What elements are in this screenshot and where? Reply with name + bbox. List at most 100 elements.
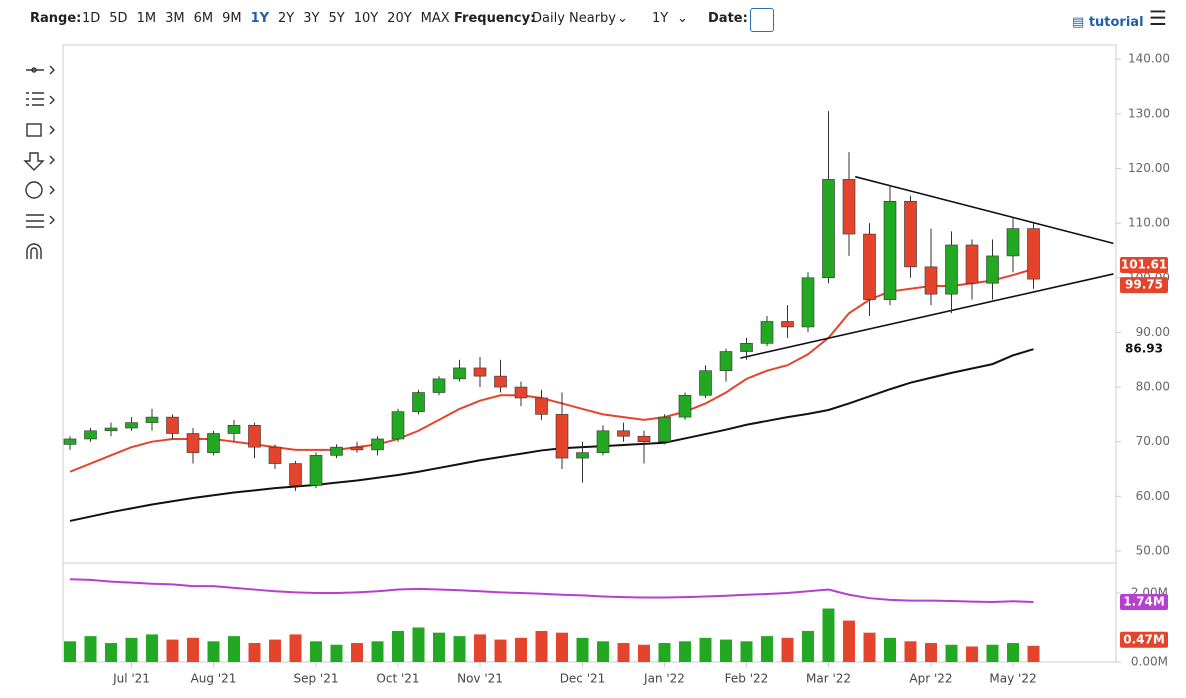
y-tick-label: 140.00 [1128,52,1170,66]
x-tick-label: May '22 [989,672,1036,686]
x-tick-label: Jul '21 [112,672,150,686]
range-button[interactable]: 9M [222,11,242,26]
range-button[interactable]: 20Y [387,11,412,26]
range-button[interactable]: 2Y [278,11,295,26]
volume-bar [84,636,97,662]
volume-bar [310,641,322,662]
candle-body [535,397,548,415]
x-tick-label: Sep '21 [294,672,339,686]
volume-bar [617,643,630,662]
range-button[interactable]: 3M [165,11,185,26]
candle-body [945,244,958,295]
candle-body [555,414,569,459]
volume-bar [515,637,527,662]
x-tick-label: Mar '22 [806,672,851,686]
volume-bar [720,639,732,662]
candle-body [719,351,733,371]
range-button[interactable]: 1M [136,11,157,26]
dropdown-arrow: ⌄ [677,11,688,26]
range-button[interactable]: 1Y [250,11,270,26]
toolbar: Range: 1D 5D 1M 3M 6M 9M 1Y 2Y 3Y 5Y 10Y 20Y MAX Fre… [0,0,1186,40]
candle-body [760,321,774,344]
x-tick-label: Aug '21 [191,672,237,686]
last-price-label: 99.75 [1125,278,1163,292]
candle-body [350,446,364,451]
volume-bar [658,643,671,662]
volume-bar [556,632,568,662]
volume-bar [289,634,302,662]
volume-tick-label: 0.00M [1131,655,1168,669]
volume-bar [597,641,609,662]
plot-frame [62,44,1117,663]
candle-body [371,438,384,451]
candle-body [617,430,630,437]
calendar-button[interactable] [750,8,774,32]
x-tick-label: Nov '21 [457,672,503,686]
volume-bar [433,632,445,662]
period[interactable]: 1Y [652,11,669,26]
volume-bar [904,641,917,662]
volume-bar [166,639,179,662]
volume-bar [453,636,466,662]
candle-body [801,277,815,328]
volume-bar [125,637,138,662]
range-button[interactable]: 10Y [353,11,379,26]
candle-body [781,321,794,328]
y-tick-label: 50.00 [1136,543,1170,557]
volume-bar [248,643,261,662]
candle-body [166,416,179,434]
candle-body [904,200,917,268]
volume-bar [781,637,794,662]
candle-body [514,386,528,399]
candle-body [863,233,876,300]
range-button[interactable]: 5Y [328,11,345,26]
x-tick-label: Apr '22 [909,672,952,686]
volume-bar [699,637,712,662]
candle-body [822,179,835,279]
candle-body [986,255,999,284]
candle-body [596,430,610,453]
frequency[interactable]: Daily Nearby [532,11,617,26]
volume-label: 0.47M [1123,632,1165,646]
y-tick-label: 90.00 [1136,325,1170,339]
volume-bar [105,643,117,662]
candle-body [248,425,261,448]
candle-body [637,435,651,442]
volume-bar [822,608,835,662]
volume-average-label: 1.74M [1123,594,1165,608]
volume-bar [1027,645,1040,662]
trendline [740,273,1114,359]
range-button[interactable]: 1D [82,11,101,26]
menu-button[interactable]: ☰ [1149,6,1167,30]
y-tick-label: 70.00 [1136,434,1170,448]
tutorial-link[interactable]: ▤ tutorial [1072,15,1144,30]
ma-label: 101.61 [1121,257,1167,271]
ma-label: 86.93 [1125,342,1163,356]
candle-body [699,370,712,396]
volume-bar [638,644,650,662]
tutorial-text: tutorial [1088,15,1144,30]
volume-bar [228,636,240,662]
volume-bar [207,641,220,662]
range-button[interactable]: 3Y [303,11,320,26]
volume-bar [843,620,855,662]
dropdown-arrow: ⌄ [617,11,628,26]
volume-bar [740,641,753,662]
volume-bar [330,644,343,662]
volume-average-label-bg [1120,593,1168,610]
candle-body [924,266,938,295]
x-tick-label: Dec '21 [560,672,606,686]
y-tick-label: 110.00 [1128,216,1170,230]
range-button[interactable]: MAX [420,11,450,26]
candle-body [678,394,692,418]
volume-bar [1007,643,1019,662]
range-button[interactable]: 5D [109,11,128,26]
frequency-label: Frequency: [454,11,536,26]
volume-bar [371,641,384,662]
x-tick-label: Oct '21 [376,672,419,686]
volume-bar [576,637,589,662]
candle-body [473,367,487,377]
range-button[interactable]: 6M [193,11,214,26]
